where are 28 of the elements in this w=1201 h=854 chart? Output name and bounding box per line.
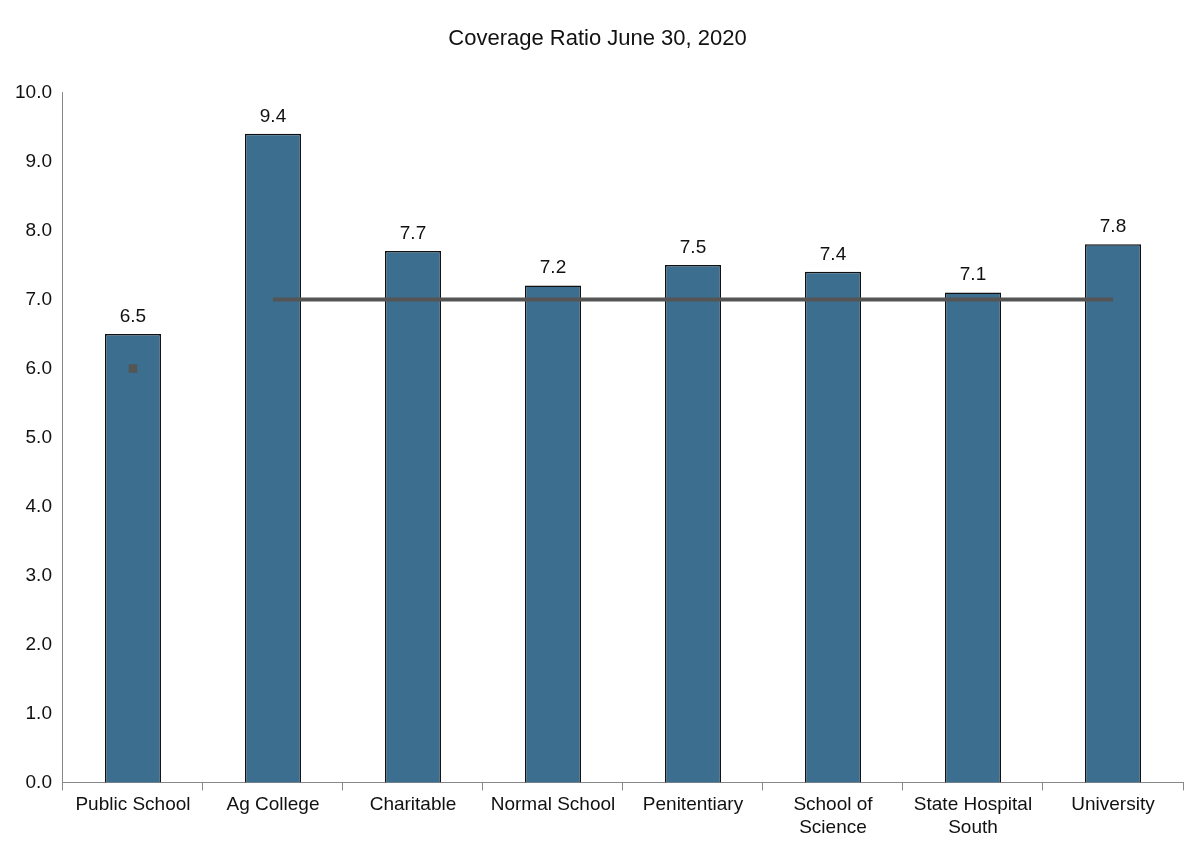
y-tick-label: 7.0 [25, 287, 52, 309]
x-tick-label: University [1071, 793, 1156, 815]
y-tick-label: 4.0 [25, 494, 52, 516]
data-label: 7.8 [1099, 214, 1127, 236]
x-tick-label: Ag College [226, 793, 320, 815]
y-tick-label: 10.0 [15, 80, 52, 102]
data-label: 7.7 [399, 221, 427, 243]
x-tick-label: State Hospital South [913, 793, 1033, 837]
x-tick-label: Charitable [369, 793, 457, 815]
data-label: 9.4 [259, 104, 287, 126]
data-label: 6.5 [119, 304, 147, 326]
x-tick-label: School of Science [793, 793, 874, 837]
y-tick-label: 9.0 [25, 149, 52, 171]
data-label: 7.5 [679, 235, 707, 257]
y-tick-label: 1.0 [25, 701, 52, 723]
x-tick-label: Penitentiary [642, 793, 744, 815]
x-tick-label: Normal School [490, 793, 616, 815]
y-tick-label: 3.0 [25, 563, 52, 585]
data-label: 7.2 [539, 256, 567, 278]
y-tick-label: 6.0 [25, 356, 52, 378]
x-tick-label: Public School [75, 793, 191, 815]
y-tick-label: 8.0 [25, 218, 52, 240]
y-tick-label: 0.0 [25, 770, 52, 792]
y-tick-label: 5.0 [25, 425, 52, 447]
data-label: 7.4 [819, 242, 847, 264]
data-label: 7.1 [959, 263, 987, 285]
y-tick-label: 2.0 [25, 632, 52, 654]
chart-title: Coverage Ratio June 30, 2020 [448, 25, 747, 51]
